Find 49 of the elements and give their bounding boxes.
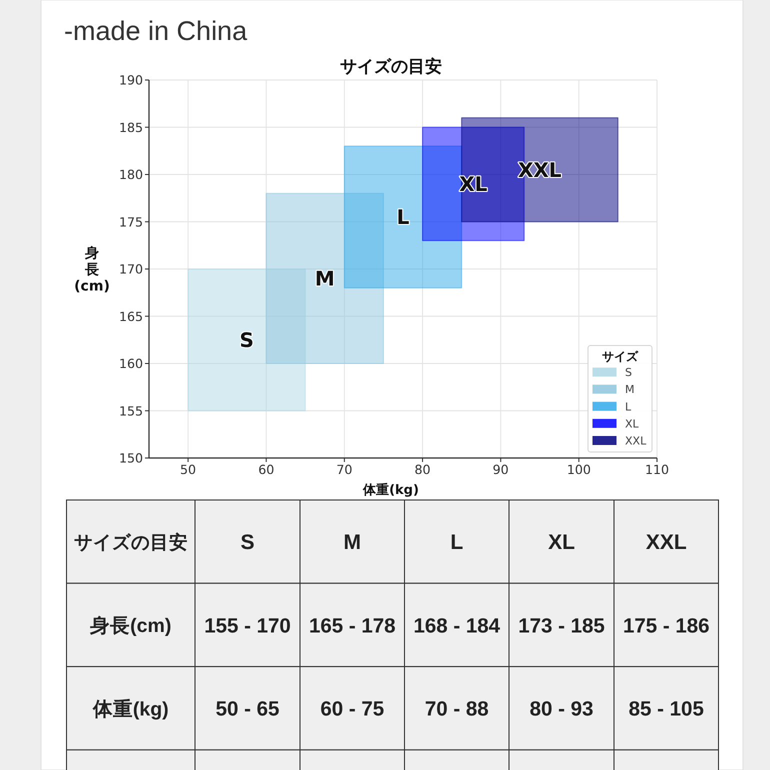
category-label: 体重(kg) <box>92 698 169 720</box>
text: 80 - 93 <box>530 698 594 721</box>
legend-title: サイズ <box>602 350 639 364</box>
text: 168 - 184 <box>413 614 500 638</box>
text: サイズの目安 <box>74 531 188 552</box>
y-tick-label: 180 <box>118 167 143 182</box>
y-tick-label: 190 <box>118 72 143 88</box>
y-tick-label: 160 <box>118 356 143 371</box>
text: 173 - 185 <box>518 614 605 638</box>
text: XXL <box>518 158 562 182</box>
x-tick-label: 80 <box>414 462 431 477</box>
text: XL <box>459 172 488 196</box>
y-tick-label: 185 <box>118 120 143 135</box>
x-axis-title: 体重(kg) <box>362 482 419 498</box>
y-tick-label: 150 <box>118 450 143 466</box>
category-label: L <box>450 531 464 554</box>
category-label: M <box>344 531 361 554</box>
category-label: S <box>240 531 255 554</box>
chart-title: サイズの目安 <box>340 57 442 77</box>
text: 85 - 105 <box>628 698 704 721</box>
y-tick-label: 165 <box>118 308 143 324</box>
text: -made in China <box>64 16 248 46</box>
text: 165 - 178 <box>308 614 396 638</box>
text: 50 - 65 <box>216 698 280 721</box>
y-tick-label: 155 <box>118 403 143 418</box>
x-tick-label: 110 <box>644 462 670 477</box>
x-tick-label: 50 <box>180 462 196 477</box>
text: M <box>314 266 335 290</box>
y-tick-label: 170 <box>118 262 143 276</box>
text: 155 - 170 <box>204 614 291 638</box>
x-tick-label: 100 <box>566 462 591 477</box>
category-label: 身長(cm) <box>90 614 172 637</box>
legend-label: XXL <box>625 434 648 448</box>
text: 60 - 75 <box>320 698 384 721</box>
text: 70 - 88 <box>424 698 489 721</box>
text: L <box>396 205 410 230</box>
y-axis-title: 身長(cm) <box>74 246 110 294</box>
y-tick-label: 175 <box>118 214 143 230</box>
text: 175 - 186 <box>622 614 710 638</box>
x-tick-label: 70 <box>336 462 352 477</box>
category-label: XXL <box>646 531 687 554</box>
x-tick-label: 90 <box>492 462 509 477</box>
legend-label: S <box>625 366 632 380</box>
x-tick-label: 60 <box>258 462 274 477</box>
legend-label: XL <box>625 417 640 430</box>
text: S <box>239 328 254 352</box>
legend-label: L <box>625 400 632 414</box>
legend-label: M <box>625 383 634 396</box>
category-label: XL <box>548 531 576 554</box>
